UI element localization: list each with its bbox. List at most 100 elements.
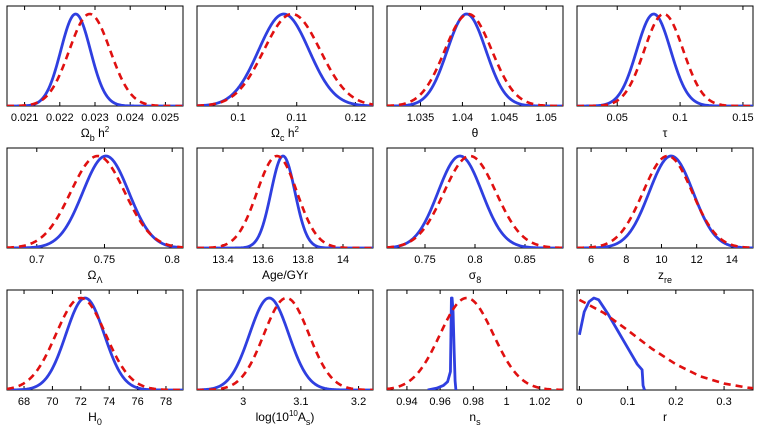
x-tick-label: 0.75 xyxy=(414,254,435,266)
x-tick-label: 0.75 xyxy=(94,254,115,266)
x-tick-label: 0.024 xyxy=(116,112,144,124)
x-tick-label: 70 xyxy=(46,396,58,408)
panel-1: 0.021 0.022 0.023 0.024 0.025 Ωb h2 xyxy=(6,5,184,143)
x-tick-label: 0.025 xyxy=(152,112,180,124)
dashed-series-line xyxy=(197,296,373,390)
x-tick-label: 8 xyxy=(623,254,629,266)
x-tick-label: 0.12 xyxy=(345,112,366,124)
x-tick-label: 14 xyxy=(726,254,738,266)
x-axis-label: r xyxy=(663,410,667,424)
solid-series-line xyxy=(7,154,183,248)
solid-series-line xyxy=(387,154,563,248)
x-axis-label: τ xyxy=(663,126,668,140)
solid-series-line xyxy=(197,296,373,390)
x-tick-label: 1 xyxy=(503,396,509,408)
panel-3: 1.035 1.04 1.045 1.05 θ xyxy=(386,5,564,140)
plot-frame xyxy=(196,147,374,249)
dashed-series-line xyxy=(387,296,563,390)
x-tick-label: 0.7 xyxy=(29,254,44,266)
plot-frame xyxy=(196,5,374,107)
x-tick-label: 1.04 xyxy=(452,112,473,124)
plot-frame xyxy=(576,5,754,107)
x-tick-label: 0.3 xyxy=(716,396,731,408)
x-tick-label: 0.8 xyxy=(165,254,180,266)
x-tick-label: 1.05 xyxy=(536,112,557,124)
x-tick-label: 72 xyxy=(75,396,87,408)
x-axis-label: ΩΛ xyxy=(88,268,103,285)
panel-5: 0.7 0.75 0.8 ΩΛ xyxy=(6,147,184,285)
panel-9: 68 70 72 74 76 78 H0 xyxy=(6,289,184,427)
dashed-series-line xyxy=(577,154,753,248)
x-tick-label: 10 xyxy=(655,254,667,266)
plot-frame xyxy=(386,5,564,107)
x-tick-label: 13.8 xyxy=(292,254,313,266)
panel-2: 0.1 0.11 0.12 Ωc h2 xyxy=(196,5,374,143)
panel-6: 13.4 13.6 13.8 14 Age/GYr xyxy=(196,147,374,282)
x-axis-label: zre xyxy=(658,268,672,285)
x-axis-label: Ωb h2 xyxy=(81,125,110,143)
x-tick-label: 0 xyxy=(576,396,582,408)
solid-series-line xyxy=(577,154,753,248)
dashed-series-line xyxy=(387,154,563,248)
x-tick-label: 0.021 xyxy=(11,112,39,124)
x-tick-label: 74 xyxy=(103,396,115,408)
x-tick-label: 13.6 xyxy=(252,254,273,266)
x-tick-label: 3 xyxy=(240,396,246,408)
x-tick-label: 68 xyxy=(18,396,30,408)
x-tick-label: 78 xyxy=(160,396,172,408)
plot-frame xyxy=(386,289,564,391)
plot-frame xyxy=(576,147,754,249)
plot-frame xyxy=(6,289,184,391)
x-tick-label: 1.02 xyxy=(529,396,550,408)
dashed-series-line xyxy=(577,12,753,106)
x-tick-label: 0.023 xyxy=(81,112,109,124)
dashed-series-line xyxy=(7,296,183,390)
solid-series-line xyxy=(427,296,458,390)
solid-series-line xyxy=(578,296,646,390)
panel-8: 6 8 10 12 14 zre xyxy=(576,147,754,285)
x-tick-label: 0.05 xyxy=(607,112,628,124)
panel-11: 0.94 0.96 0.98 1 1.02 ns xyxy=(386,289,564,427)
plot-frame xyxy=(6,147,184,249)
x-tick-label: 0.022 xyxy=(46,112,74,124)
x-axis-label: ns xyxy=(469,410,481,427)
x-tick-label: 0.15 xyxy=(732,112,753,124)
dashed-series-line xyxy=(7,12,183,106)
x-tick-label: 0.8 xyxy=(467,254,482,266)
solid-series-line xyxy=(387,12,563,106)
x-axis-label: Ωc h2 xyxy=(271,125,300,143)
solid-series-line xyxy=(7,12,183,106)
x-tick-label: 0.96 xyxy=(429,396,450,408)
plot-frame xyxy=(576,289,754,391)
x-tick-label: 3.2 xyxy=(351,396,366,408)
x-tick-label: 0.2 xyxy=(668,396,683,408)
x-tick-label: 1.035 xyxy=(407,112,435,124)
x-axis-label: log(1010As) xyxy=(256,409,315,427)
dashed-series-line xyxy=(578,298,753,390)
x-tick-label: 0.85 xyxy=(514,254,535,266)
solid-series-line xyxy=(577,12,753,106)
x-tick-label: 12 xyxy=(691,254,703,266)
x-tick-label: 6 xyxy=(588,254,594,266)
x-tick-label: 0.1 xyxy=(672,112,687,124)
x-axis-label: H0 xyxy=(88,410,102,427)
panel-7: 0.75 0.8 0.85 σ8 xyxy=(386,147,564,285)
x-tick-label: 0.94 xyxy=(396,396,417,408)
plot-frame xyxy=(386,147,564,249)
x-tick-label: 0.11 xyxy=(286,112,307,124)
x-tick-label: 13.4 xyxy=(212,254,233,266)
x-tick-label: 1.045 xyxy=(491,112,519,124)
plot-frame xyxy=(6,5,184,107)
x-tick-label: 0.1 xyxy=(230,112,245,124)
panel-4: 0.05 0.1 0.15 τ xyxy=(576,5,754,140)
x-axis-label: σ8 xyxy=(469,268,481,285)
solid-series-line xyxy=(197,154,373,248)
x-tick-label: 3.1 xyxy=(293,396,308,408)
dashed-series-line xyxy=(197,12,373,106)
x-tick-label: 76 xyxy=(131,396,143,408)
dashed-series-line xyxy=(7,154,183,248)
x-tick-label: 0.1 xyxy=(620,396,635,408)
dashed-series-line xyxy=(387,12,563,106)
dashed-series-line xyxy=(197,154,373,248)
